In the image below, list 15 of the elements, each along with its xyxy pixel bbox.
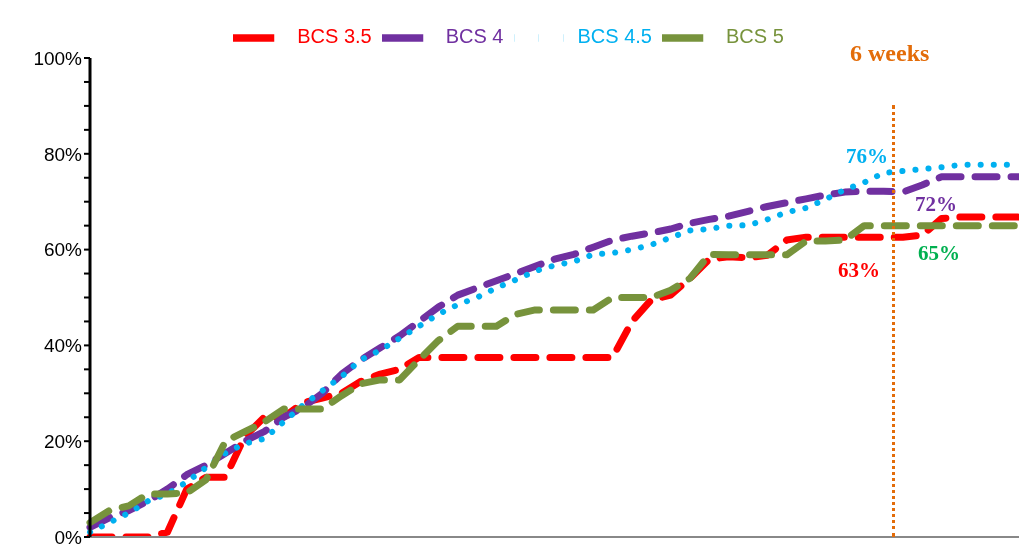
annotation: 76% — [846, 144, 888, 169]
legend-label: BCS 5 — [725, 25, 784, 48]
annotation: 65% — [918, 241, 960, 266]
legend-label: BCS 3.5 — [297, 25, 372, 48]
annotation: 6 weeks — [850, 40, 930, 67]
y-tick-label: 80% — [43, 143, 83, 165]
legend-label: BCS 4.5 — [577, 25, 652, 48]
y-tick-label: 60% — [43, 239, 83, 261]
legend-label: BCS 4 — [445, 25, 504, 48]
y-tick-label: 0% — [54, 526, 83, 544]
y-tick-label: 20% — [43, 430, 83, 452]
y-tick-label: 100% — [33, 47, 83, 69]
annotation: 63% — [838, 258, 880, 283]
y-tick-label: 40% — [43, 335, 83, 357]
annotation: 72% — [915, 192, 957, 217]
